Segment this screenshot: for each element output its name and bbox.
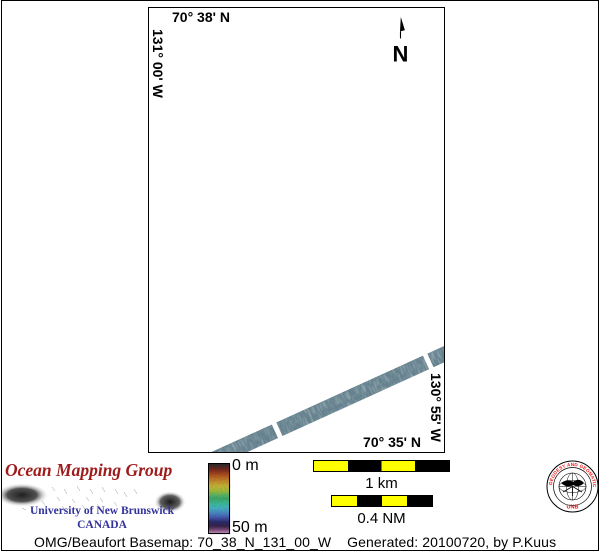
- svg-text:N: N: [393, 42, 409, 67]
- svg-text:UNB: UNB: [567, 505, 579, 511]
